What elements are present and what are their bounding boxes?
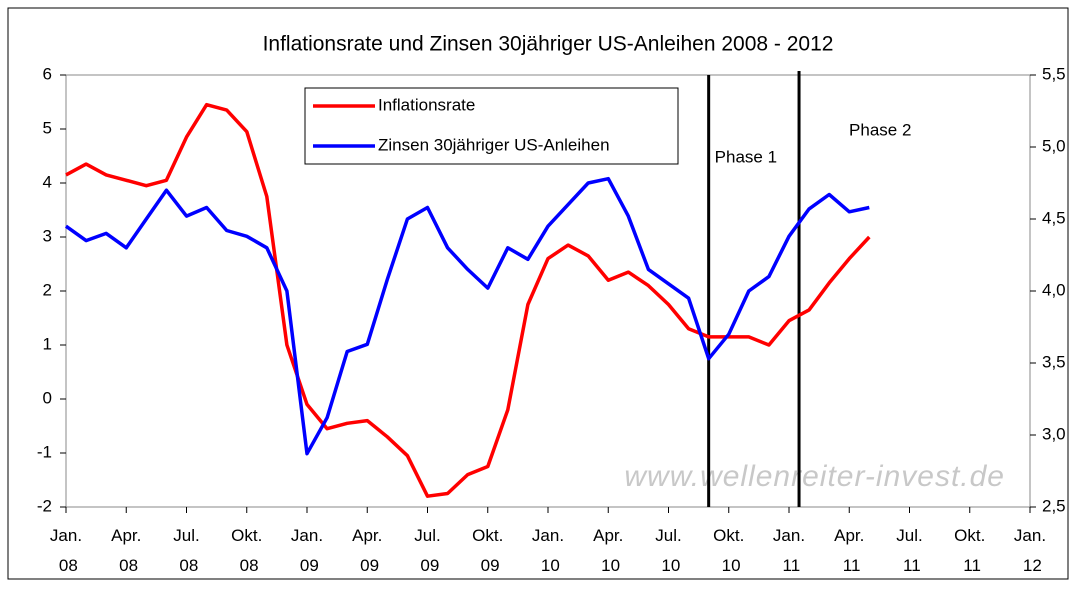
- x-tick-label: Okt. 09: [472, 526, 503, 575]
- x-tick-label: Jan. 10: [532, 526, 564, 575]
- x-tick-label: Okt. 10: [713, 526, 744, 575]
- y-tick-label: 4: [43, 172, 52, 191]
- legend-label: Zinsen 30jähriger US-Anleihen: [378, 135, 610, 154]
- y2-tick-label: 2,5: [1042, 496, 1066, 515]
- x-tick-label: Apr. 09: [352, 526, 382, 575]
- chart-title: Inflationsrate und Zinsen 30jähriger US-…: [263, 33, 834, 56]
- legend-box: [304, 87, 679, 165]
- y2-tick-label: 5,0: [1042, 136, 1066, 155]
- x-tick-label: Jul. 10: [655, 526, 681, 575]
- y-tick-label: 0: [43, 388, 52, 407]
- y-tick-label: 5: [43, 118, 52, 137]
- series-line: [64, 176, 870, 456]
- y-tick-label: 1: [43, 334, 52, 353]
- x-tick-label: Jan. 08: [50, 526, 82, 575]
- x-tick-label: Jul. 11: [896, 526, 922, 575]
- x-tick-label: Okt. 11: [954, 526, 985, 575]
- x-tick-label: Jan. 11: [773, 526, 805, 575]
- x-tick-label: Apr. 10: [593, 526, 623, 575]
- y-tick-label: 2: [43, 280, 52, 299]
- y-tick-label: -2: [37, 496, 52, 515]
- x-tick-label: Apr. 11: [834, 526, 864, 575]
- x-tick-label: Apr. 08: [111, 526, 141, 575]
- phase-label: Phase 1: [715, 147, 777, 166]
- y-tick-label: 6: [43, 64, 52, 83]
- x-tick-label: Okt. 08: [231, 526, 262, 575]
- y2-tick-label: 4,5: [1042, 208, 1066, 227]
- y2-tick-label: 3,0: [1042, 424, 1066, 443]
- x-tick-label: Jul. 08: [173, 526, 199, 575]
- y2-tick-label: 4,0: [1042, 280, 1066, 299]
- phase-label: Phase 2: [849, 120, 911, 139]
- y-tick-label: -1: [37, 442, 52, 461]
- x-tick-label: Jan. 12: [1014, 526, 1046, 575]
- y2-tick-label: 5,5: [1042, 64, 1066, 83]
- series-line: [65, 102, 871, 498]
- x-tick-label: Jul. 09: [414, 526, 440, 575]
- y-tick-label: 3: [43, 226, 52, 245]
- legend-label: Inflationsrate: [378, 95, 475, 114]
- y2-tick-label: 3,5: [1042, 352, 1066, 371]
- watermark: www.wellenreiter-invest.de: [624, 460, 1005, 493]
- x-tick-label: Jan. 09: [291, 526, 323, 575]
- legend: Inflationsrate Zinsen 30jähriger US-Anlei…: [304, 87, 679, 165]
